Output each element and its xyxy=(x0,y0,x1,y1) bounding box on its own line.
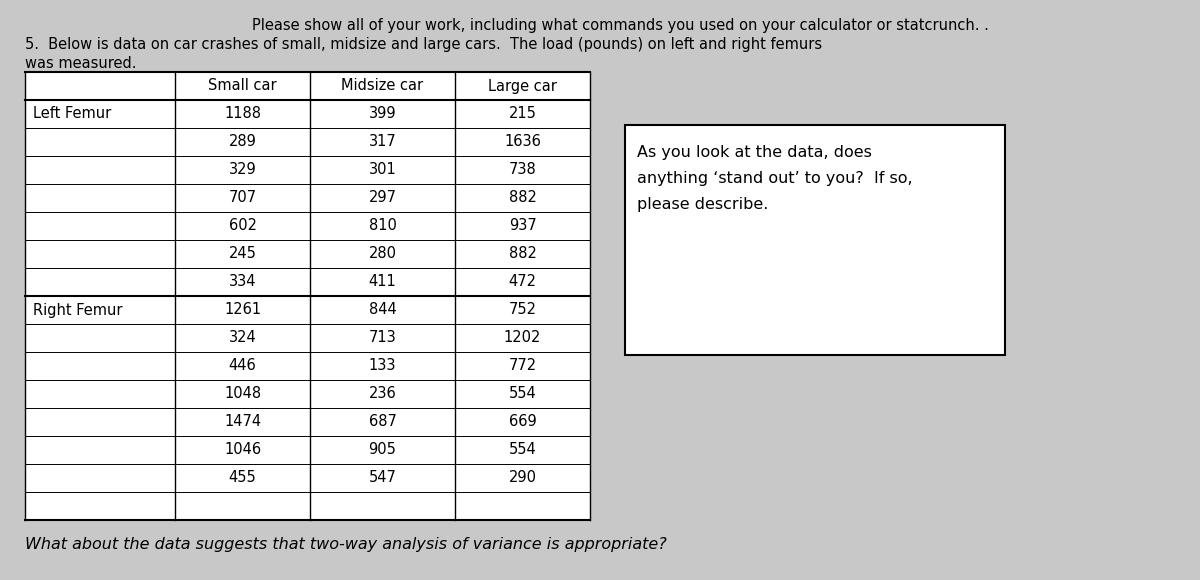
Text: 329: 329 xyxy=(229,162,257,177)
Text: 215: 215 xyxy=(509,107,536,121)
Text: Right Femur: Right Femur xyxy=(34,303,122,317)
Text: As you look at the data, does: As you look at the data, does xyxy=(637,145,872,160)
Text: 810: 810 xyxy=(368,219,396,234)
Text: was measured.: was measured. xyxy=(25,56,137,71)
Text: 707: 707 xyxy=(228,190,257,205)
Text: 411: 411 xyxy=(368,274,396,289)
Bar xyxy=(625,125,1006,355)
Text: 937: 937 xyxy=(509,219,536,234)
Text: 772: 772 xyxy=(509,358,536,374)
Text: What about the data suggests that two-way analysis of variance is appropriate?: What about the data suggests that two-wa… xyxy=(25,537,667,552)
Text: 1202: 1202 xyxy=(504,331,541,346)
Text: 844: 844 xyxy=(368,303,396,317)
Bar xyxy=(25,72,590,520)
Text: 133: 133 xyxy=(368,358,396,374)
Text: 1261: 1261 xyxy=(224,303,262,317)
Text: 245: 245 xyxy=(228,246,257,262)
Text: 1046: 1046 xyxy=(224,443,262,458)
Text: 334: 334 xyxy=(229,274,257,289)
Text: 1474: 1474 xyxy=(224,415,262,430)
Text: 882: 882 xyxy=(509,246,536,262)
Text: 687: 687 xyxy=(368,415,396,430)
Text: 669: 669 xyxy=(509,415,536,430)
Text: please describe.: please describe. xyxy=(637,197,768,212)
Text: 317: 317 xyxy=(368,135,396,150)
Text: 882: 882 xyxy=(509,190,536,205)
Text: Large car: Large car xyxy=(488,78,557,93)
Text: Small car: Small car xyxy=(208,78,277,93)
Text: 5.  Below is data on car crashes of small, midsize and large cars.  The load (po: 5. Below is data on car crashes of small… xyxy=(25,37,822,52)
Text: 236: 236 xyxy=(368,386,396,401)
Text: 301: 301 xyxy=(368,162,396,177)
Text: 455: 455 xyxy=(229,470,257,485)
Text: 280: 280 xyxy=(368,246,396,262)
Text: 602: 602 xyxy=(228,219,257,234)
Text: 905: 905 xyxy=(368,443,396,458)
Text: 738: 738 xyxy=(509,162,536,177)
Text: 1636: 1636 xyxy=(504,135,541,150)
Text: 1048: 1048 xyxy=(224,386,262,401)
Text: 713: 713 xyxy=(368,331,396,346)
Text: 289: 289 xyxy=(228,135,257,150)
Text: 297: 297 xyxy=(368,190,396,205)
Text: 752: 752 xyxy=(509,303,536,317)
Text: 290: 290 xyxy=(509,470,536,485)
Text: 554: 554 xyxy=(509,443,536,458)
Text: 472: 472 xyxy=(509,274,536,289)
Text: 547: 547 xyxy=(368,470,396,485)
Text: 554: 554 xyxy=(509,386,536,401)
Text: 324: 324 xyxy=(229,331,257,346)
Text: anything ‘stand out’ to you?  If so,: anything ‘stand out’ to you? If so, xyxy=(637,171,913,186)
Text: 399: 399 xyxy=(368,107,396,121)
Text: 1188: 1188 xyxy=(224,107,262,121)
Text: 446: 446 xyxy=(229,358,257,374)
Text: Left Femur: Left Femur xyxy=(34,107,112,121)
Text: Please show all of your work, including what commands you used on your calculato: Please show all of your work, including … xyxy=(252,18,989,33)
Text: Midsize car: Midsize car xyxy=(342,78,424,93)
